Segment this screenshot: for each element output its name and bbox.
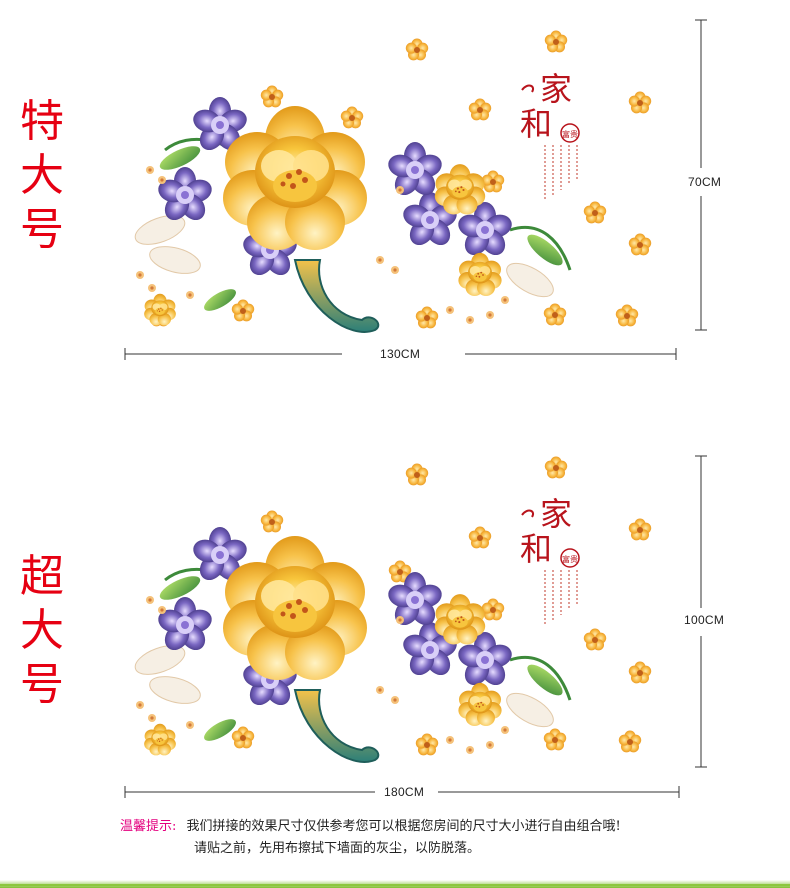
- size-name-label: 特大号: [20, 96, 64, 255]
- height-label: 70CM: [686, 175, 724, 189]
- tip-label: 温馨提示:: [120, 819, 177, 834]
- wall-sticker-artwork: 家 和 富贵: [124, 19, 707, 360]
- width-dimension-line: [124, 348, 677, 360]
- size-panel-super-large: 超大号 家 和 富贵: [0, 440, 790, 810]
- size-panel-extra-large: 特大号 家 和 富贵: [0, 0, 790, 400]
- calligraphy-jia: 家: [540, 70, 572, 108]
- calligraphy-jia: 家: [540, 495, 572, 533]
- tip-text-1: 我们拼接的效果尺寸仅供参考您可以根据您房间的尺寸大小进行自由组合哦!: [186, 819, 621, 834]
- tip-line-2: 请贴之前，先用布擦拭下墙面的灰尘，以防脱落。: [120, 838, 760, 860]
- bottom-divider: [0, 880, 790, 888]
- wall-sticker-artwork: 家 和 富贵: [124, 455, 707, 798]
- tip-line-1: 温馨提示: 我们拼接的效果尺寸仅供参考您可以根据您房间的尺寸大小进行自由组合哦!: [120, 816, 760, 838]
- calligraphy-he: 和: [520, 530, 552, 568]
- warm-tip: 温馨提示: 我们拼接的效果尺寸仅供参考您可以根据您房间的尺寸大小进行自由组合哦!…: [120, 816, 760, 860]
- tip-text-2: 请贴之前，先用布擦拭下墙面的灰尘，以防脱落。: [194, 841, 481, 856]
- height-label: 100CM: [682, 613, 727, 627]
- seal-text: 富贵: [562, 554, 578, 564]
- width-dimension-line: [124, 786, 680, 798]
- width-label: 130CM: [378, 347, 423, 361]
- calligraphy-he: 和: [520, 105, 552, 143]
- height-dimension-line: [695, 19, 707, 331]
- seal-text: 富贵: [562, 129, 578, 139]
- size-name-label: 超大号: [20, 551, 64, 710]
- width-label: 180CM: [382, 785, 427, 799]
- height-dimension-line: [695, 455, 707, 768]
